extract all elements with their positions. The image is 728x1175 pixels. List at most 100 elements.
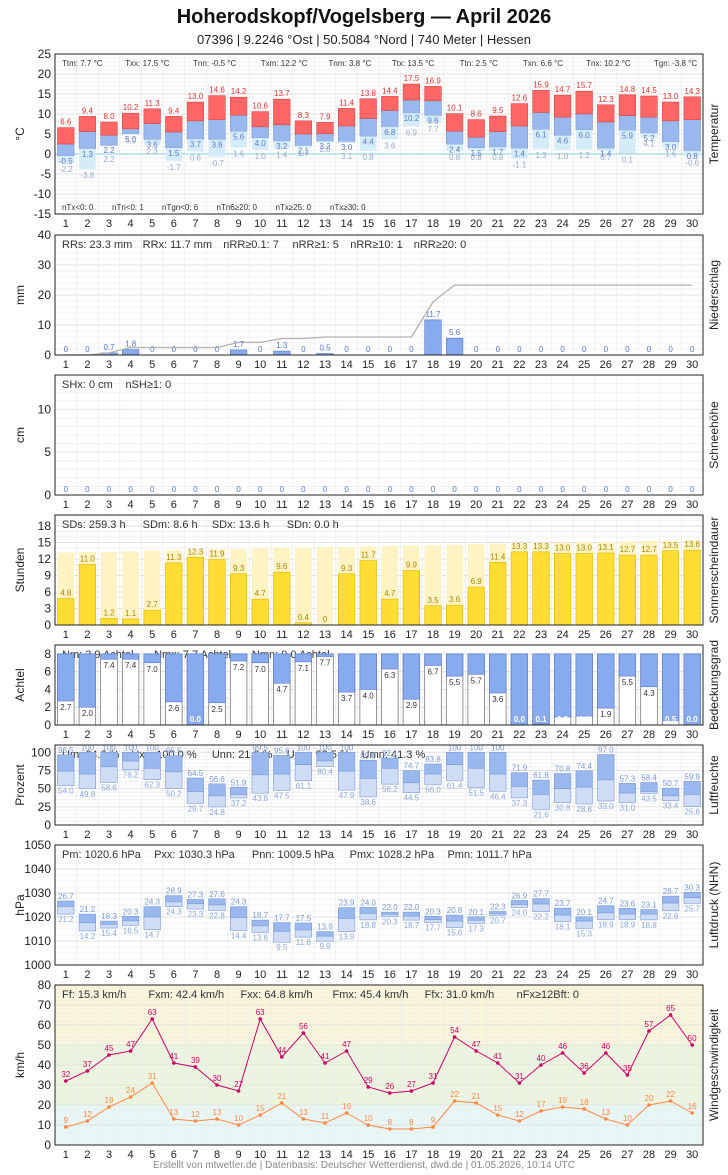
humidity-upper-bar [122,751,140,762]
rain-label: 0 [539,345,544,354]
x-tick-label: 11 [276,218,287,230]
wind-mean-point [150,1081,154,1085]
snow-label: 0 [107,485,112,494]
tmax-bar [661,101,680,122]
x-tick-label: 29 [664,499,676,511]
stat-text: nFx≥12Bft: 0 [517,989,579,1001]
humidity-max-label: 96.5 [58,746,74,755]
x-tick-label: 21 [492,218,504,230]
x-tick-label: 2 [84,218,90,230]
x-tick-label: 15 [362,729,374,741]
tmax-bar [316,122,334,134]
x-tick-label: 5 [149,359,155,371]
wind-gust-point [64,1079,68,1083]
x-tick-label: 15 [362,969,374,981]
pressure-upper-bar [186,899,205,905]
x-tick-label: 10 [254,729,266,741]
wind-mean-point [107,1105,111,1109]
tmin-range-bar [575,130,593,150]
x-tick-label: 9 [236,969,242,981]
pressure-upper-bar [402,911,421,917]
wind-mean-label: 12 [191,1110,200,1119]
x-tick-label: 25 [578,359,590,371]
tmax-label: 12.3 [598,95,614,104]
sun-bar [618,554,636,626]
pressure-max-label: 27.6 [209,890,225,899]
wind-mean-point [258,1113,263,1117]
x-tick-label: 13 [319,829,331,841]
pressure-min-label: 15.6 [447,929,463,938]
x-tick-label: 13 [319,499,331,511]
x-tick-label: 17 [405,969,417,981]
pressure-upper-bar [294,922,313,931]
humidity-min-label: 33.0 [598,802,614,811]
snow-label: 0 [496,485,501,494]
sun-possible-bar [316,546,334,625]
cloud-label: 7.4 [103,661,115,670]
sun-label: 12.7 [620,545,636,554]
sun-label: 3.6 [449,595,461,604]
x-tick-label: 5 [149,729,155,741]
humidity-min-label: 51.5 [468,789,484,798]
wind-mean-point [172,1117,176,1121]
wind-mean-line [65,1082,693,1130]
x-tick-label: 27 [621,1149,633,1160]
wind-mean-label: 17 [537,1100,546,1109]
tmax-label: 9.4 [82,106,94,115]
x-tick-label: 14 [340,969,352,981]
tmax-label: 9.5 [492,106,504,115]
tmax-bar [78,116,96,132]
tmax-label: 16.9 [425,76,441,85]
tmin-label: 6.0 [579,131,591,140]
sun-label: 9.6 [276,562,288,571]
wind-gust-label: 65 [666,1004,675,1013]
x-tick-label: 16 [384,969,396,981]
sun-bar [445,604,464,626]
x-tick-label: 7 [192,1149,198,1160]
tmean-bar [57,143,75,157]
pressure-min-label: 13.9 [339,933,355,942]
sun-label: 9.9 [406,561,418,570]
pressure-upper-bar [100,920,118,925]
humidity-max-label: 70.8 [555,765,571,774]
wind-gust-point [107,1053,111,1057]
tgn-label: -3.8 [81,171,95,180]
wind-mean-point [647,1103,651,1107]
x-tick-label: 27 [621,629,633,641]
y-axis-label: hPa [13,894,27,916]
wind-gust-label: 54 [450,1026,459,1035]
x-tick-label: 17 [405,829,417,841]
rain-label: 5.6 [449,328,461,337]
tmax-label: 14.7 [555,85,571,94]
humidity-min-label: 80.4 [317,768,333,777]
sun-bar [186,557,205,626]
stat-text: SDx: 13.6 h [212,519,269,531]
tmin-label: 1.4 [514,149,526,158]
panel-border [54,844,704,966]
x-tick-label: 16 [384,499,396,511]
wind-mean-label: 15 [256,1104,265,1113]
wind-gust-point [409,1089,414,1093]
rain-label: 0 [172,345,177,354]
tmean-bar [510,125,529,149]
pressure-max-label: 27.7 [533,890,549,899]
wind-mean-point [625,1123,630,1127]
humidity-max-label: 74.7 [404,762,420,771]
tgn-label: 7.7 [427,125,439,134]
humidity-min-label: 31.0 [620,803,636,812]
humidity-lower-bar [57,770,75,787]
pressure-max-label: 26.9 [512,891,528,900]
x-tick-label: 19 [448,829,460,841]
sun-label: 13.0 [555,544,571,553]
tmax-bar [251,111,269,128]
tmax-bar [208,95,226,120]
tmin-label: 3.0 [665,143,677,152]
tmax-label: 14.8 [620,85,636,94]
tmax-label: 17.5 [404,74,420,83]
pressure-min-label: 11.6 [296,938,312,947]
tgn-label: 2.2 [103,155,115,164]
pressure-lower-bar [122,920,140,926]
rain-label: 0.5 [319,344,331,353]
x-tick-label: 22 [513,359,525,371]
stat-text: Pxx: 1030.3 hPa [154,849,236,861]
